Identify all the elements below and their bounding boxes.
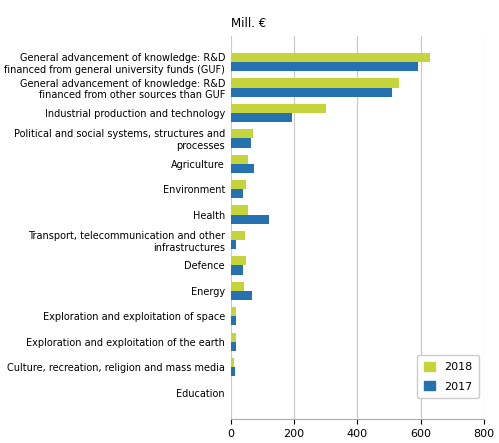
Bar xyxy=(231,358,234,367)
Bar xyxy=(231,113,292,122)
Bar xyxy=(231,53,430,62)
Bar xyxy=(231,231,245,240)
Bar xyxy=(231,189,243,198)
Bar xyxy=(231,104,326,113)
Bar xyxy=(231,62,418,71)
Text: Mill. €: Mill. € xyxy=(231,17,266,30)
Bar xyxy=(231,78,399,88)
Bar xyxy=(231,164,254,173)
Bar xyxy=(231,180,247,189)
Bar xyxy=(231,215,268,224)
Legend: 2018, 2017: 2018, 2017 xyxy=(417,355,479,398)
Bar xyxy=(231,342,236,351)
Bar xyxy=(231,240,237,249)
Bar xyxy=(231,138,251,148)
Bar xyxy=(231,333,237,342)
Bar xyxy=(231,367,235,376)
Bar xyxy=(231,282,244,291)
Bar xyxy=(231,316,236,326)
Bar xyxy=(231,307,237,316)
Bar xyxy=(231,206,248,215)
Bar xyxy=(231,155,248,164)
Bar xyxy=(231,291,252,300)
Bar xyxy=(231,265,243,275)
Bar xyxy=(231,256,247,265)
Bar xyxy=(231,129,253,138)
Bar xyxy=(231,88,392,97)
